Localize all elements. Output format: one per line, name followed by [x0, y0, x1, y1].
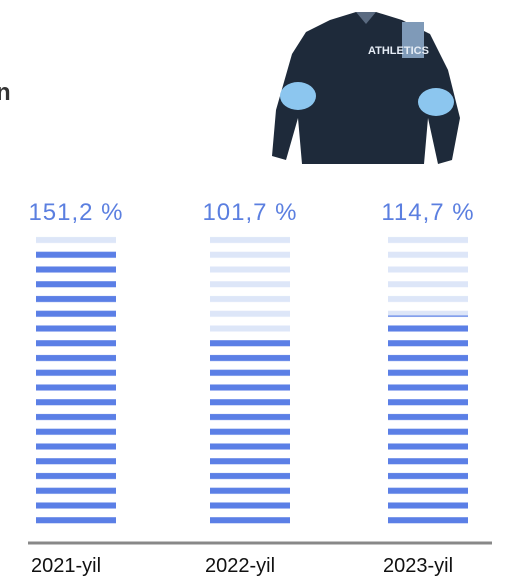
value-label: 151,2 % — [28, 199, 123, 226]
bar — [388, 316, 468, 527]
value-label: 114,7 % — [381, 199, 474, 226]
bar — [36, 248, 116, 527]
shirt-photo: ATHLETICS — [272, 12, 460, 164]
bar — [210, 339, 290, 527]
x-tick-label: 2022-yil — [205, 555, 275, 577]
clipped-heading: n — [0, 79, 11, 106]
shirt-print: ATHLETICS — [368, 45, 429, 57]
infographic: n ATHLETICS 151,2 % 2021-yil 101,7 % 2022-y… — [0, 0, 506, 585]
x-tick-label: 2021-yil — [31, 555, 101, 577]
value-label: 101,7 % — [202, 199, 297, 226]
x-tick-label: 2023-yil — [383, 555, 453, 577]
